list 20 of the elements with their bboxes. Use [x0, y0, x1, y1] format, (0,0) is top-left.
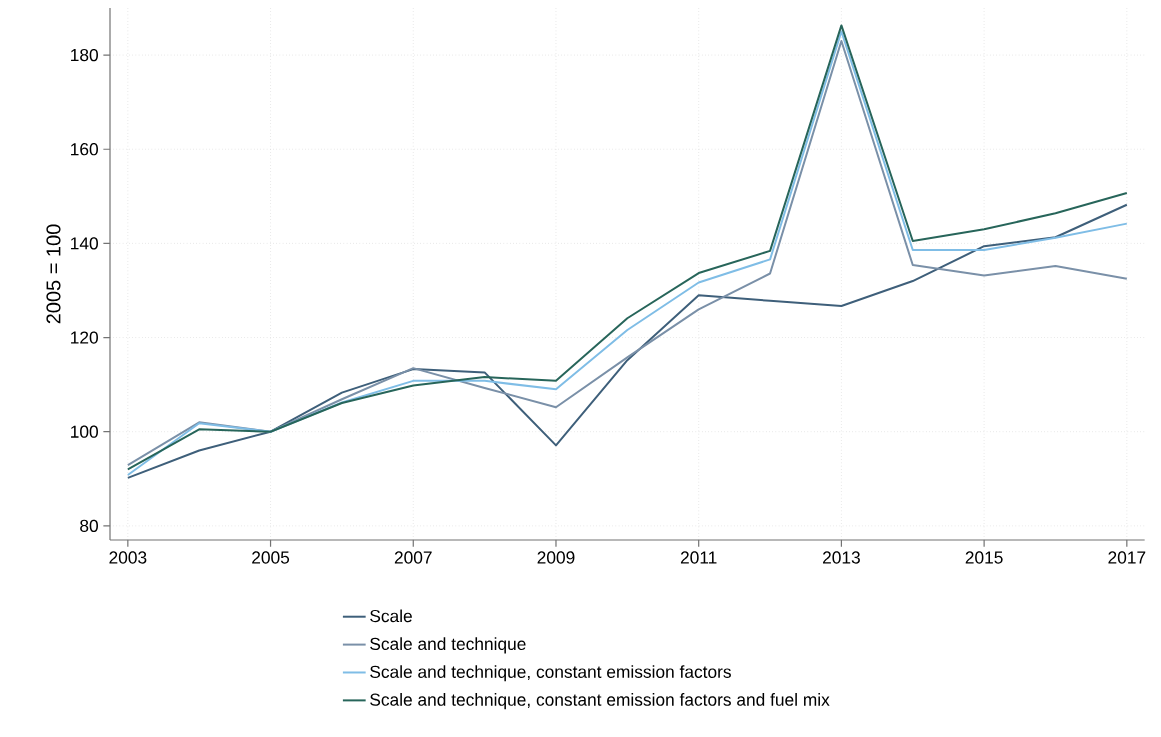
y-tick-label: 160: [71, 143, 98, 156]
y-tick-label: 140: [71, 237, 98, 250]
x-tick-label: 2011: [680, 551, 717, 564]
y-axis-title: 2005 = 100: [46, 224, 61, 324]
y-tick-label: 80: [80, 519, 98, 532]
legend-label: Scale and technique, constant emission factors and fuel mix: [370, 693, 830, 710]
x-tick-label: 2003: [109, 551, 147, 564]
y-tick-label: 120: [71, 331, 98, 344]
x-tick-label: 2017: [1108, 551, 1146, 564]
y-tick-label: 180: [71, 48, 98, 62]
x-tick-label: 2005: [252, 551, 290, 564]
x-tick-label: 2007: [394, 551, 432, 564]
legend-label: Scale: [370, 609, 412, 623]
x-tick-label: 2009: [537, 551, 575, 564]
legend-label: Scale and technique, constant emission factors: [370, 665, 731, 682]
x-tick-label: 2013: [823, 551, 860, 564]
y-tick-label: 100: [71, 425, 98, 438]
x-tick-label: 2015: [965, 551, 1003, 564]
line-series: [126, 203, 1128, 479]
legend-label: Scale and technique: [370, 637, 526, 654]
